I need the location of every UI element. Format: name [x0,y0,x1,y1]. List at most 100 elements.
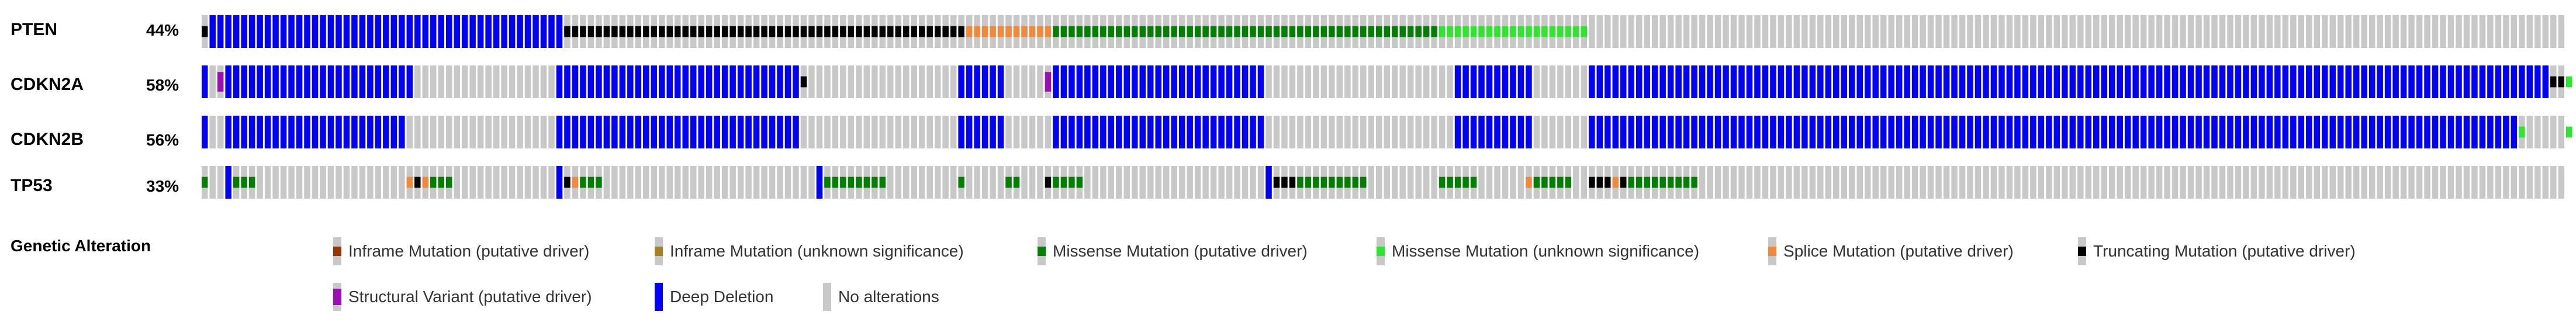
alteration-mark-pten [990,26,996,37]
sample-cell-tp53 [2424,166,2430,199]
alteration-mark-tp53 [1360,176,1367,188]
alteration-mark-pten [225,15,231,48]
sample-cell-tp53 [288,166,295,199]
alteration-mark-pten [1329,26,1335,37]
alteration-mark-cdkn2a [1234,65,1240,98]
sample-cell-cdkn2a [942,65,949,98]
sample-cell-tp53 [2345,166,2352,199]
alteration-mark-cdkn2a [2361,65,2367,98]
alteration-mark-tp53 [241,176,247,188]
alteration-mark-cdkn2a [1517,65,1524,98]
sample-cell-tp53 [533,166,539,199]
alteration-mark-cdkn2b [2164,116,2170,148]
sample-cell-cdkn2b [1541,116,1548,148]
alteration-mark-pten [1005,26,1012,37]
alteration-mark-pten [1415,26,1422,37]
alteration-mark-cdkn2a [257,65,263,98]
gene-label-cdkn2b: CDKN2B [11,130,84,149]
sample-cell-tp53 [1581,166,1588,199]
sample-cell-tp53 [2140,166,2147,199]
alteration-mark-cdkn2a [1849,65,1855,98]
alteration-mark-cdkn2a [2392,65,2399,98]
sample-cell-tp53 [1517,166,1524,199]
sample-cell-tp53 [2030,166,2036,199]
alteration-mark-tp53 [1005,176,1012,188]
alteration-mark-cdkn2b [690,116,697,148]
sample-cell-tp53 [666,166,673,199]
alteration-mark-cdkn2b [1596,116,1603,148]
sample-cell-pten [1778,15,1785,48]
sample-cell-pten [2432,15,2439,48]
alteration-mark-pten [1155,26,1161,37]
sample-cell-cdkn2a [1384,65,1390,98]
alteration-mark-cdkn2b [1983,116,1989,148]
sample-cell-tp53 [611,166,618,199]
sample-cell-tp53 [485,166,492,199]
alteration-mark-pten [1297,26,1303,37]
alteration-mark-cdkn2b [2062,116,2068,148]
sample-cell-cdkn2a [1273,65,1280,98]
alteration-mark-cdkn2a [2014,65,2021,98]
alteration-mark-tp53 [1013,176,1020,188]
alteration-mark-cdkn2a [627,65,634,98]
alteration-mark-pten [280,15,287,48]
alteration-mark-cdkn2b [997,116,1004,148]
sample-cell-cdkn2a [493,65,500,98]
alteration-mark-cdkn2b [1478,116,1485,148]
sample-cell-cdkn2a [1573,65,1579,98]
alteration-mark-pten [666,26,673,37]
sample-cell-pten [2456,15,2462,48]
sample-cell-pten [1951,15,1958,48]
alteration-mark-pten [580,26,586,37]
sample-cell-pten [2322,15,2328,48]
legend-label-structural-variant: Structural Variant (putative driver) [348,288,592,306]
sample-cell-cdkn2b [1431,116,1437,148]
alteration-mark-pten [524,15,531,48]
sample-cell-pten [2534,15,2541,48]
sample-cell-cdkn2b [1021,116,1028,148]
sample-cell-tp53 [280,166,287,199]
sample-cell-tp53 [359,166,366,199]
alteration-mark-cdkn2a [651,65,658,98]
alteration-mark-cdkn2a [1943,65,1950,98]
alteration-mark-cdkn2b [675,116,681,148]
legend-swatch-missense-driver [1038,237,1046,265]
alteration-mark-cdkn2a [233,65,240,98]
alteration-mark-tp53 [1336,176,1343,188]
alteration-mark-cdkn2a [2195,65,2202,98]
alteration-mark-pten [808,26,815,37]
alteration-mark-cdkn2b [1651,116,1658,148]
alteration-mark-cdkn2b [2250,116,2257,148]
alteration-mark-tp53 [1454,176,1461,188]
alteration-mark-tp53 [414,176,421,188]
alteration-mark-cdkn2a [690,65,697,98]
sample-cell-cdkn2a [903,65,910,98]
alteration-mark-cdkn2a [2519,65,2525,98]
sample-cell-tp53 [2187,166,2194,199]
sample-cell-pten [2140,15,2147,48]
alteration-mark-tp53 [580,176,586,188]
sample-cell-cdkn2b [872,116,878,148]
sample-cell-tp53 [2487,166,2494,199]
alteration-mark-cdkn2a [1589,65,1595,98]
sample-cell-pten [2053,15,2060,48]
legend-swatch-inframe-unknown [655,237,663,265]
alteration-mark-cdkn2b [1675,116,1682,148]
sample-cell-pten [1943,15,1950,48]
alteration-mark-cdkn2a [1218,65,1225,98]
sample-cell-tp53 [264,166,271,199]
alteration-mark-cdkn2a [1635,65,1643,98]
alteration-mark-cdkn2a [327,65,334,98]
sample-cell-tp53 [808,166,815,199]
alteration-mark-cdkn2b [383,116,389,148]
alteration-mark-pten [824,26,831,37]
sample-cell-cdkn2a [1313,65,1319,98]
sample-cell-pten [2250,15,2257,48]
alteration-mark-cdkn2b [666,116,673,148]
alteration-mark-tp53 [1289,176,1296,188]
alteration-mark-cdkn2b [1605,116,1611,148]
sample-cell-tp53 [1975,166,1982,199]
alteration-mark-pten [1281,26,1288,37]
alteration-mark-cdkn2b [1904,116,1910,148]
sample-cell-tp53 [1029,166,1036,199]
